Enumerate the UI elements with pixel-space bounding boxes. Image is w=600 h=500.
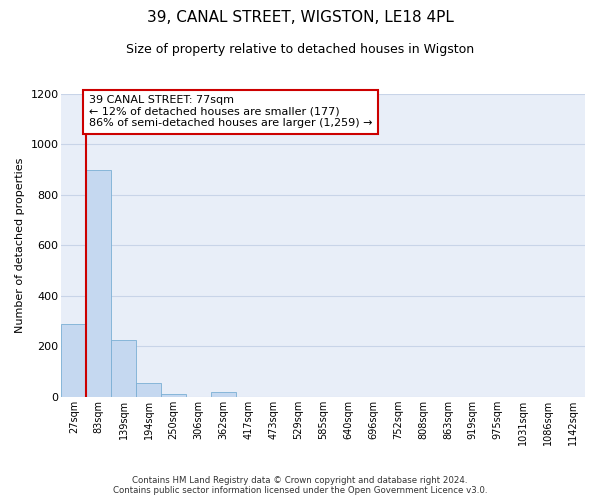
Bar <box>161 394 186 397</box>
Y-axis label: Number of detached properties: Number of detached properties <box>15 158 25 333</box>
Bar <box>211 392 236 397</box>
Bar <box>112 340 136 397</box>
Text: 39 CANAL STREET: 77sqm
← 12% of detached houses are smaller (177)
86% of semi-de: 39 CANAL STREET: 77sqm ← 12% of detached… <box>89 96 373 128</box>
Bar <box>136 383 161 397</box>
Text: 39, CANAL STREET, WIGSTON, LE18 4PL: 39, CANAL STREET, WIGSTON, LE18 4PL <box>146 10 454 25</box>
Text: Size of property relative to detached houses in Wigston: Size of property relative to detached ho… <box>126 42 474 56</box>
Text: Contains HM Land Registry data © Crown copyright and database right 2024.
Contai: Contains HM Land Registry data © Crown c… <box>113 476 487 495</box>
Bar <box>86 170 112 397</box>
Bar <box>61 324 86 397</box>
